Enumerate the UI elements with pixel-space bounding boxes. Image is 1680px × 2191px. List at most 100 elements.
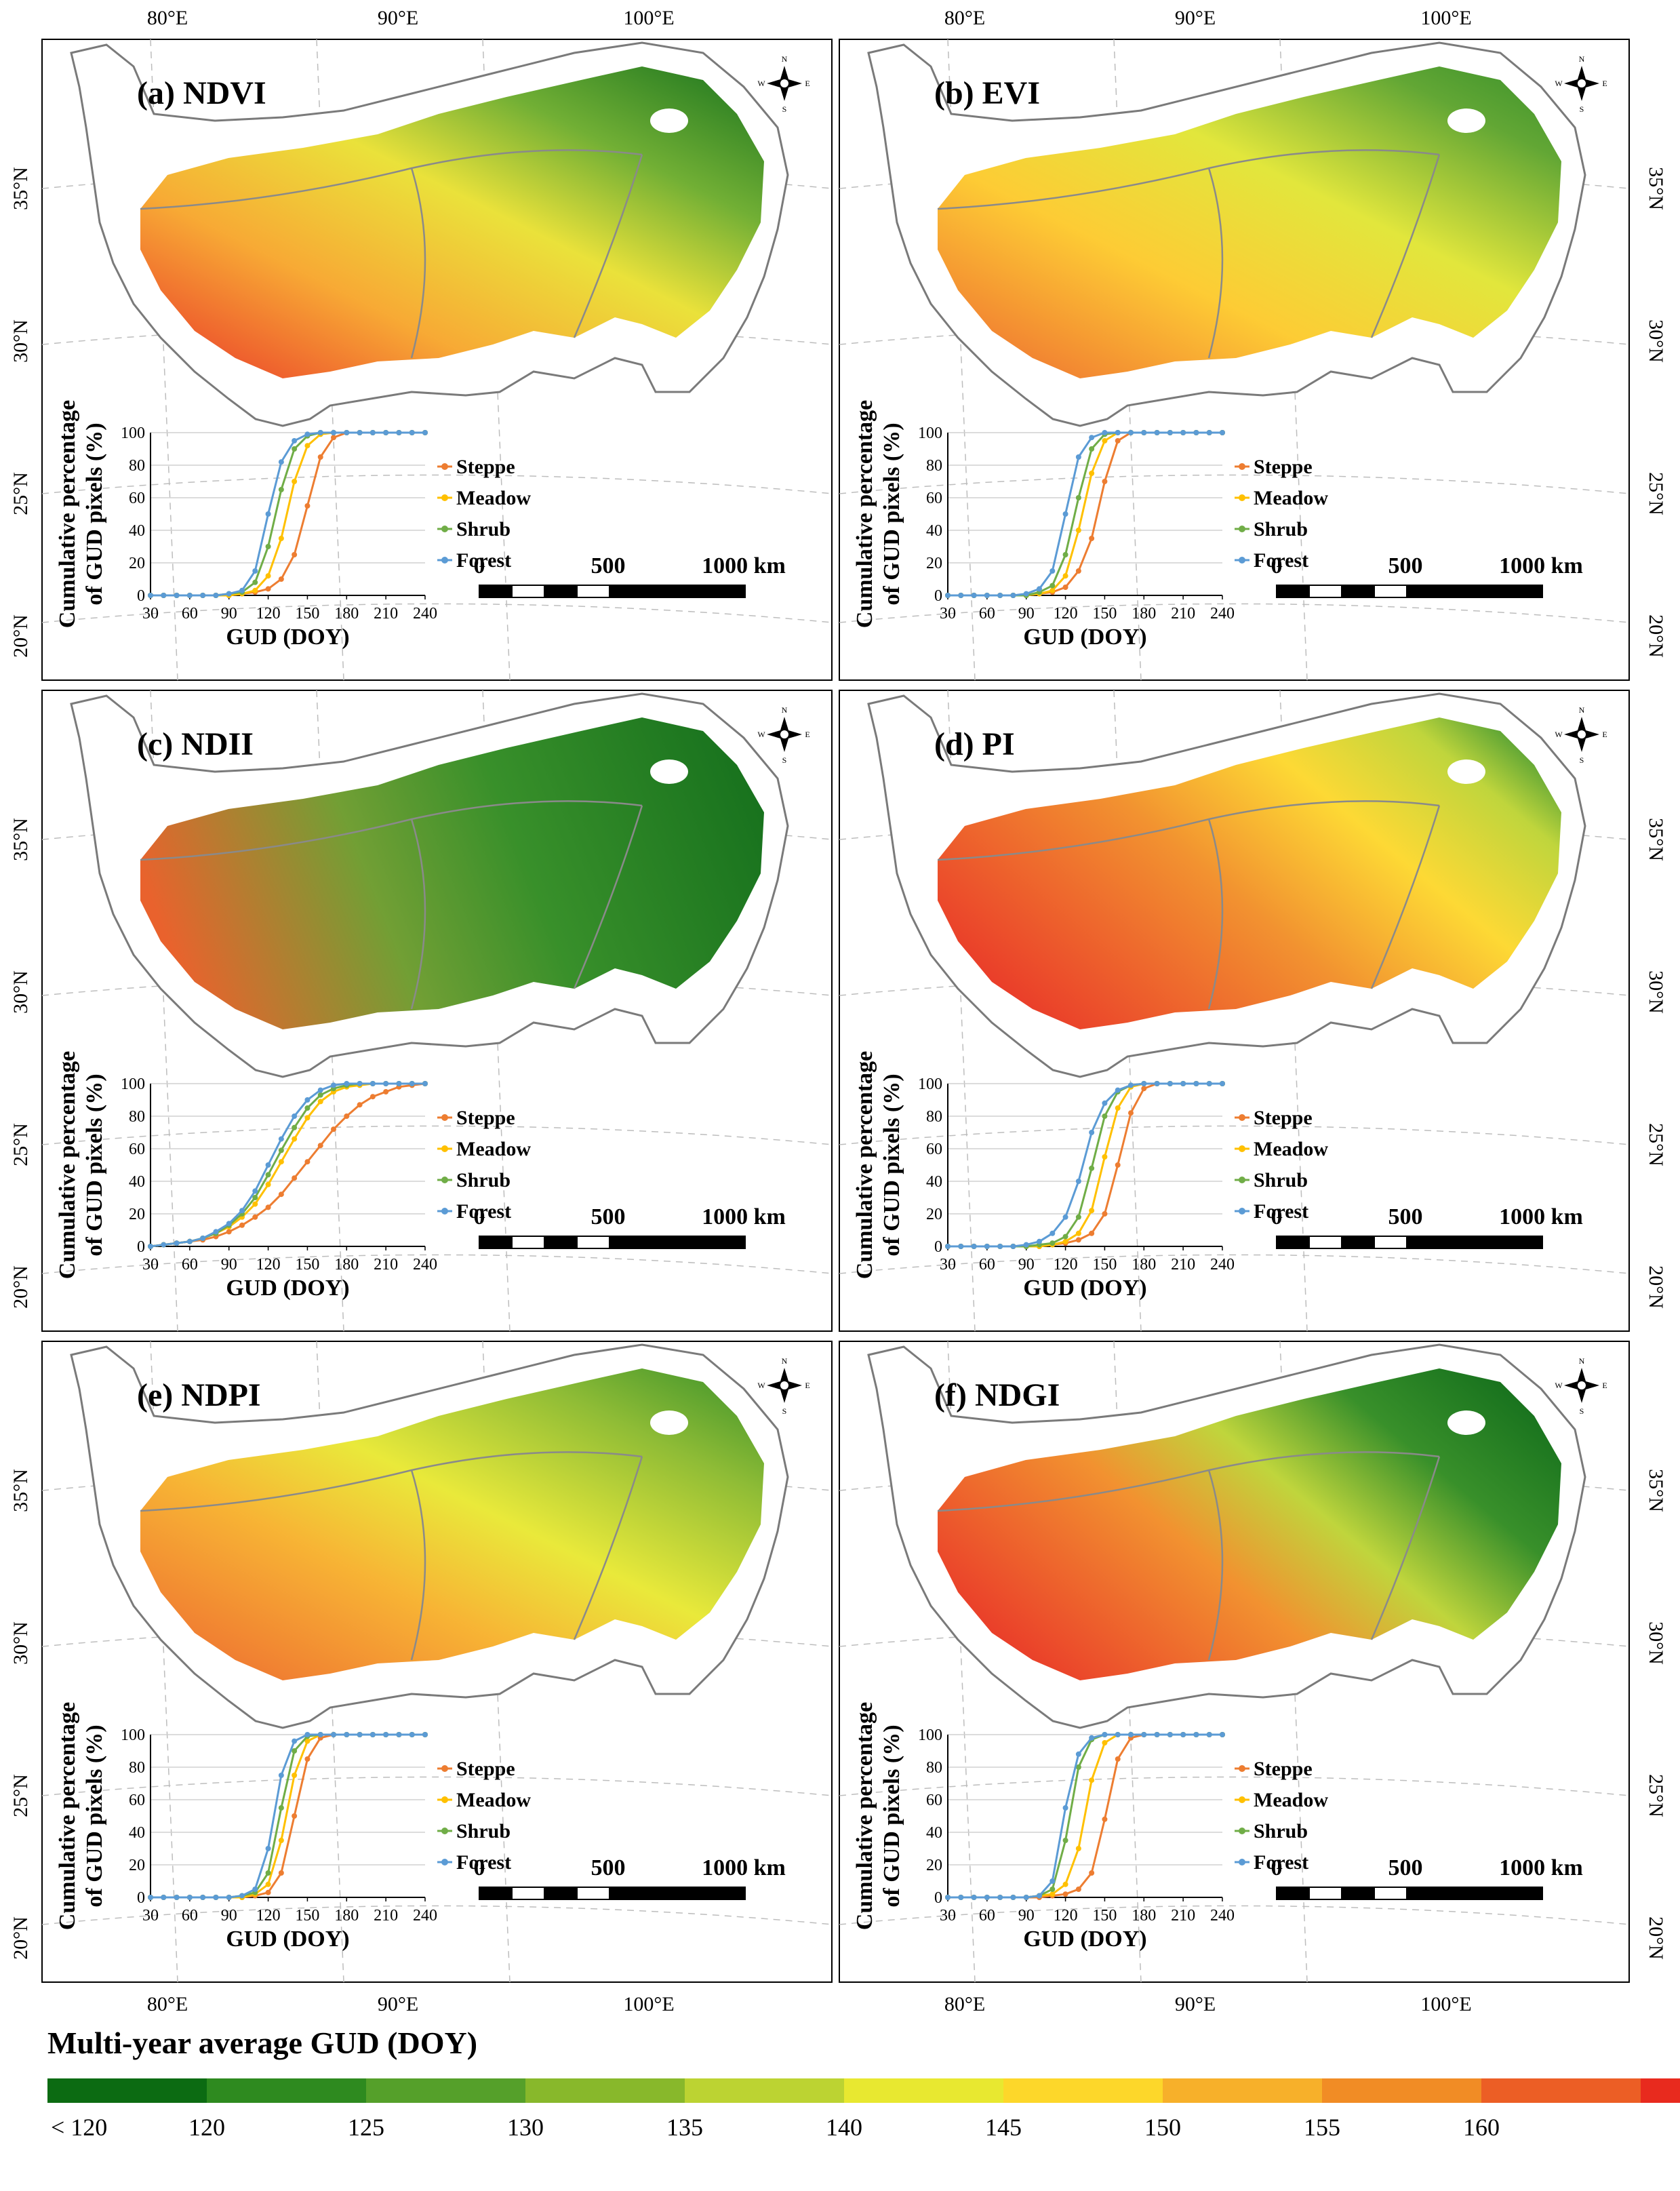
- scale-label: 0: [1271, 553, 1283, 578]
- x-tick-label: 30: [142, 1256, 159, 1274]
- parallel-line: [839, 603, 1630, 623]
- x-tick-label: 120: [256, 605, 281, 623]
- legend-label-shrub: Shrub: [1254, 1169, 1308, 1191]
- data-point-steppe: [239, 1222, 245, 1228]
- data-point-shrub: [265, 1870, 271, 1876]
- data-point-forest: [958, 1895, 964, 1900]
- data-point-forest: [1075, 1751, 1081, 1757]
- meridian-line: [947, 690, 976, 1332]
- compass-w: W: [757, 1381, 765, 1390]
- x-tick-label: 90: [221, 1907, 237, 1924]
- colorbar-tick-label: < 120: [51, 2114, 107, 2141]
- legend-marker: [1239, 1145, 1245, 1152]
- scale-label: 500: [1388, 1855, 1423, 1880]
- x-axis-title: GUD (DOY): [226, 1927, 349, 1952]
- data-point-steppe: [292, 1175, 298, 1181]
- data-point-meadow: [292, 1773, 298, 1778]
- x-tick-label: 30: [940, 1907, 956, 1924]
- data-point-forest: [369, 1081, 376, 1086]
- inset-chart-a: 0 20 40 60 80 100 30 60 90 120 150 180 210 240 GUD (DO…: [55, 400, 531, 650]
- data-point-forest: [1128, 430, 1134, 435]
- scale-segment: [1374, 1887, 1407, 1900]
- data-point-forest: [186, 1238, 193, 1244]
- compass-n: N: [1579, 1356, 1585, 1366]
- data-point-steppe: [304, 1159, 311, 1165]
- x-tick-label: 240: [413, 1256, 437, 1274]
- data-point-steppe: [1075, 1887, 1081, 1892]
- y-tick-label: 100: [121, 425, 145, 442]
- data-point-forest: [997, 1895, 1003, 1900]
- data-point-shrub: [292, 1748, 298, 1754]
- colorbar-tick-label: 120: [188, 2114, 225, 2141]
- data-point-steppe: [1102, 1211, 1108, 1217]
- x-tick-label: 30: [940, 1256, 956, 1274]
- scale-label: 0: [1271, 1855, 1283, 1880]
- scale-segment: [1276, 1236, 1310, 1249]
- parallel-line: [41, 1776, 833, 1796]
- data-point-steppe: [1089, 1230, 1095, 1236]
- legend-marker: [1239, 494, 1245, 501]
- region-boundary: [1370, 805, 1441, 989]
- region-boundary: [1207, 167, 1224, 359]
- scale-segment: [609, 1887, 746, 1900]
- x-tick-label: 30: [142, 1907, 159, 1924]
- data-point-steppe: [331, 1126, 336, 1132]
- x-tick-label: 120: [1054, 1256, 1078, 1274]
- data-point-forest: [357, 1081, 363, 1086]
- data-point-forest: [1049, 1878, 1056, 1884]
- data-point-forest: [1141, 1732, 1147, 1737]
- legend-marker: [441, 463, 448, 470]
- data-point-forest: [1193, 430, 1199, 435]
- x-tick-label: 150: [295, 1256, 319, 1274]
- data-point-steppe: [265, 1889, 271, 1895]
- data-point-forest: [1193, 1081, 1199, 1086]
- scale-segment: [479, 1236, 513, 1249]
- data-point-forest: [1010, 1895, 1016, 1900]
- y-tick-label: 60: [129, 490, 145, 507]
- scale-segment: [1276, 585, 1310, 598]
- data-point-steppe: [278, 1870, 284, 1876]
- data-point-forest: [945, 1244, 951, 1249]
- colorbar-tick-label: 150: [1144, 2114, 1181, 2141]
- legend-marker: [441, 557, 448, 564]
- data-point-forest: [1037, 1893, 1042, 1899]
- legend-marker: [1239, 526, 1245, 532]
- x-tick-label: 210: [374, 1256, 398, 1274]
- x-axis-title: GUD (DOY): [1023, 625, 1146, 650]
- meridian-line: [150, 1341, 178, 1983]
- plateau-map: [70, 1343, 789, 1729]
- lat-label: 20°N: [9, 1265, 32, 1309]
- compass-w: W: [1555, 730, 1563, 739]
- data-point-steppe: [226, 1229, 232, 1235]
- legend-marker: [1239, 1114, 1245, 1121]
- compass-n: N: [782, 54, 788, 64]
- data-point-shrub: [304, 1105, 311, 1111]
- y-tick-label: 40: [129, 1824, 145, 1842]
- data-point-forest: [369, 1732, 376, 1737]
- x-tick-label: 240: [1210, 605, 1235, 623]
- data-point-forest: [331, 1732, 336, 1737]
- lat-label: 25°N: [9, 1123, 32, 1166]
- data-point-forest: [1089, 1130, 1095, 1135]
- lon-label: 80°E: [944, 7, 985, 29]
- data-point-shrub: [1062, 1838, 1068, 1843]
- y-tick-label: 0: [137, 587, 145, 605]
- data-point-forest: [1023, 1242, 1029, 1248]
- plateau-map: [867, 41, 1586, 427]
- lat-label: 20°N: [9, 614, 32, 658]
- compass-center: [779, 729, 790, 740]
- data-point-shrub: [1075, 495, 1081, 500]
- colorbar-segment: [1003, 2078, 1163, 2103]
- data-point-steppe: [369, 1094, 376, 1100]
- colorbar-segment: [685, 2078, 844, 2103]
- scale-label: 1000 km: [1499, 553, 1583, 578]
- x-tick-label: 180: [334, 1256, 359, 1274]
- region-boundary: [140, 1451, 643, 1512]
- data-point-steppe: [1062, 585, 1068, 590]
- data-point-forest: [971, 1244, 977, 1249]
- y-axis-title-line1: Cumulative percentage: [852, 1702, 877, 1930]
- gud-raster: [938, 66, 1561, 378]
- colorbar-title: Multi-year average GUD (DOY): [47, 2026, 478, 2060]
- scale-segment: [511, 585, 545, 598]
- x-tick-label: 30: [940, 605, 956, 623]
